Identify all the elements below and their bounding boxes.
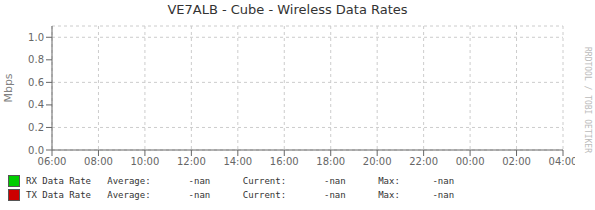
svg-text:10:00: 10:00 xyxy=(130,156,159,167)
svg-text:00:00: 00:00 xyxy=(456,156,485,167)
svg-text:0.2: 0.2 xyxy=(28,122,44,133)
svg-text:12:00: 12:00 xyxy=(177,156,206,167)
svg-text:Mbps: Mbps xyxy=(8,73,15,102)
svg-text:0.0: 0.0 xyxy=(28,145,44,156)
html-text:VE7ALB - Cube - Wireless Data: VE7ALB - Cube - Wireless Data Rates xyxy=(167,2,408,17)
svg-text:16:00: 16:00 xyxy=(270,156,299,167)
svg-text:18:00: 18:00 xyxy=(316,156,345,167)
svg-text:02:00: 02:00 xyxy=(502,156,531,167)
svg-text:22:00: 22:00 xyxy=(409,156,438,167)
svg-text:0.8: 0.8 xyxy=(28,54,44,65)
svg-text:04:00: 04:00 xyxy=(549,156,575,167)
svg-text:08:00: 08:00 xyxy=(84,156,113,167)
html-text:RX Data Rate Average: -nan Cur: RX Data Rate Average: -nan Current: -nan… xyxy=(26,176,455,186)
svg-text:1.0: 1.0 xyxy=(28,32,44,43)
svg-text:0.6: 0.6 xyxy=(28,77,44,88)
svg-text:20:00: 20:00 xyxy=(363,156,392,167)
html-text:RRDTOOL / TOBI OETIKER: RRDTOOL / TOBI OETIKER xyxy=(583,47,592,153)
svg-text:06:00: 06:00 xyxy=(38,156,67,167)
svg-text:14:00: 14:00 xyxy=(223,156,252,167)
html-text:TX Data Rate Average: -nan Cur: TX Data Rate Average: -nan Current: -nan… xyxy=(26,190,455,200)
svg-text:0.4: 0.4 xyxy=(28,99,44,110)
